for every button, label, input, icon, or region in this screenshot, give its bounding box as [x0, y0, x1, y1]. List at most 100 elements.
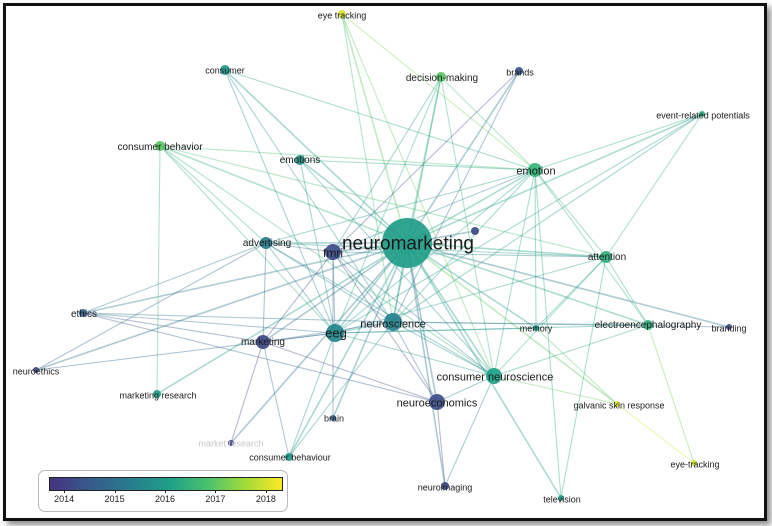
node-brands[interactable]	[515, 67, 523, 75]
node-advertising[interactable]	[260, 237, 272, 249]
edge-consumer-behavior-advertising	[159, 145, 267, 244]
node-emotion[interactable]	[528, 163, 542, 177]
node-layer	[33, 10, 732, 501]
edge-decision-making-neuroscience	[392, 76, 442, 323]
node-neuroscience[interactable]	[384, 313, 402, 331]
node-label-eeg: eeg	[325, 325, 347, 341]
edge-eeg-consumer-behaviour	[288, 332, 336, 458]
node-ethics[interactable]	[79, 309, 87, 317]
node-label-attention: attention	[587, 252, 627, 263]
node-label-consumer-neuroscience: consumer neuroscience	[436, 371, 554, 384]
node-brain[interactable]	[330, 415, 336, 421]
edge-neuromarketing-consumer-neuroscience	[406, 242, 495, 377]
edge-event-related-potentials-attention	[605, 113, 703, 258]
edge-emotions-eeg	[299, 159, 336, 334]
node-neuroeconomics[interactable]	[429, 394, 445, 410]
edge-advertising-consumer-neuroscience	[265, 242, 495, 377]
node-label-eye-tracking-bottom: eye-tracking	[670, 459, 720, 470]
legend-tick-label: 2015	[104, 494, 125, 504]
node-decision-making[interactable]	[436, 72, 446, 82]
node-label-eye-tracking-top: eye tracking	[317, 10, 367, 21]
node-marketing[interactable]	[256, 335, 270, 349]
edge-neuromarketing-memory	[406, 242, 537, 329]
node-unlabeled[interactable]	[471, 227, 479, 235]
node-label-television: television	[543, 494, 581, 505]
edge-eeg-electroencephalography	[334, 324, 649, 334]
node-memory[interactable]	[533, 325, 539, 331]
node-attention[interactable]	[600, 251, 612, 263]
node-fmri[interactable]	[325, 244, 341, 260]
node-electroencephalography[interactable]	[643, 320, 653, 330]
legend-tick-label: 2016	[154, 494, 176, 504]
node-label-emotions: emotions	[279, 155, 321, 166]
year-legend: 2014 2015 2016 2017 2018	[38, 470, 288, 512]
edge-fmri-neuroscience	[332, 251, 394, 323]
node-consumer-behaviour[interactable]	[285, 453, 293, 461]
node-consumer-neuroscience[interactable]	[486, 368, 502, 384]
edge-consumer-behavior-attention	[159, 145, 607, 258]
node-neuromarketing[interactable]	[382, 218, 432, 268]
edge-neuroscience-neuroeconomics	[392, 321, 438, 403]
edge-consumer-neuroscience-neuroeconomics	[436, 375, 495, 403]
edge-emotion-consumer-neuroscience	[493, 169, 536, 377]
node-galvanic-skin-response[interactable]	[614, 401, 620, 407]
node-market-research[interactable]	[228, 440, 234, 446]
legend-tick-mark	[215, 490, 217, 493]
node-label-emotion: emotion	[516, 165, 556, 178]
edge-emotion-advertising	[265, 169, 536, 244]
node-eye-tracking-bottom[interactable]	[691, 460, 697, 466]
edge-emotion-television	[534, 169, 562, 499]
edge-marketing-eeg	[262, 332, 336, 343]
edge-consumer-neuroscience-electroencephalography	[493, 324, 649, 377]
edge-memory-galvanic-skin-response	[535, 327, 618, 405]
legend-tick-label: 2014	[54, 494, 75, 504]
edge-consumer-behavior-consumer-neuroscience	[159, 145, 495, 377]
edge-emotion-electroencephalography	[534, 169, 649, 326]
edge-emotions-emotion	[299, 159, 536, 171]
edge-eeg-memory	[334, 327, 537, 334]
node-emotions[interactable]	[295, 155, 305, 165]
node-neuroethics[interactable]	[33, 367, 39, 373]
edge-consumer-behavior-marketing-research	[156, 145, 161, 395]
node-label-neuroimaging: neuroimaging	[417, 482, 473, 493]
node-event-related-potentials[interactable]	[699, 111, 705, 117]
node-label-fmri: fmri	[323, 246, 343, 260]
node-consumer-behavior[interactable]	[155, 141, 165, 151]
edge-neuromarketing-marketing	[262, 242, 408, 343]
edge-advertising-attention	[265, 242, 607, 258]
edge-emotion-fmri	[332, 169, 536, 253]
edge-consumer-behavior-eeg	[159, 145, 336, 334]
edge-consumer-emotion	[224, 69, 536, 171]
node-eeg[interactable]	[326, 324, 344, 342]
edge-neuroscience-consumer-behaviour	[288, 321, 394, 458]
edge-emotion-neuroscience	[392, 169, 536, 323]
node-label-consumer: consumer	[205, 65, 245, 76]
node-neuroimaging[interactable]	[441, 482, 449, 490]
edge-attention-consumer-neuroscience	[493, 256, 607, 377]
node-eye-tracking-top[interactable]	[338, 10, 346, 18]
legend-tick-label: 2018	[255, 494, 276, 504]
edge-neuromarketing-neuroethics	[35, 242, 408, 371]
node-label-brain: brain	[323, 413, 345, 424]
figure-frame	[3, 3, 767, 521]
edge-marketing-market-research	[230, 341, 264, 444]
edge-neuromarketing-eye-tracking-top	[341, 13, 408, 244]
node-label-marketing-research: marketing research	[119, 390, 197, 401]
node-label-neuroeconomics: neuroeconomics	[396, 397, 478, 410]
node-label-galvanic-skin-response: galvanic skin response	[573, 400, 665, 411]
edge-neuroscience-electroencephalography	[392, 321, 649, 326]
node-branding[interactable]	[726, 324, 732, 330]
node-consumer[interactable]	[220, 65, 230, 75]
edge-brands-fmri	[332, 70, 520, 253]
node-marketing-research[interactable]	[153, 390, 161, 398]
node-label-decision-making: decision-making	[405, 73, 479, 84]
edge-neuromarketing-television	[406, 242, 562, 499]
edge-advertising-ethics	[82, 242, 267, 314]
edge-neuromarketing-neuroimaging	[406, 242, 446, 487]
edge-neuroscience-consumer-neuroscience	[392, 321, 495, 377]
node-television[interactable]	[558, 495, 564, 501]
edge-neuromarketing-marketing-research	[156, 242, 408, 395]
node-label-ethics: ethics	[70, 309, 98, 320]
edge-neuromarketing-attention	[406, 242, 607, 258]
edge-attention-memory	[535, 256, 607, 329]
